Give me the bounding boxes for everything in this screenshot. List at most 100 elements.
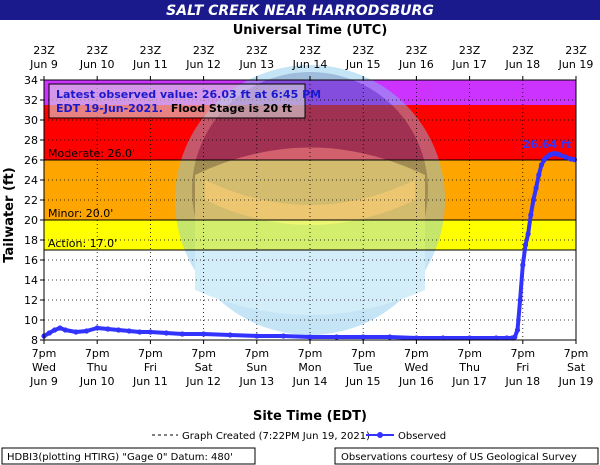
x-tick-label: Thu — [86, 361, 108, 374]
data-point — [334, 334, 340, 340]
y-tick-label: 26 — [24, 154, 38, 167]
data-point — [254, 333, 260, 339]
data-point — [126, 328, 132, 334]
data-point — [115, 327, 122, 333]
band-label-action: Action: 17.0' — [48, 237, 117, 250]
y-tick-label: 10 — [24, 314, 38, 327]
y-tick-label: 22 — [24, 194, 38, 207]
data-point — [57, 325, 63, 331]
legend-created-label: Graph Created (7:22PM Jun 19, 2021) — [182, 431, 370, 442]
latest-value-date: EDT 19-Jun-2021. — [56, 102, 163, 115]
x-tick-label: Sun — [246, 361, 267, 374]
data-point — [440, 335, 446, 341]
y-tick-label: 34 — [24, 74, 38, 87]
x-top-tick-label: Jun 18 — [504, 58, 540, 71]
data-point — [83, 328, 90, 334]
x-top-tick-label: Jun 15 — [345, 58, 381, 71]
data-point — [522, 242, 529, 248]
x-top-tick-label: Jun 19 — [558, 58, 594, 71]
footer-credit: Observations courtesy of US Geological S… — [341, 452, 577, 463]
x-tick-label: 7pm — [510, 347, 535, 360]
legend-observed-marker — [377, 432, 383, 438]
x-tick-label: Sat — [195, 361, 214, 374]
x-top-tick-label: Jun 10 — [79, 58, 115, 71]
top-axis-title: Universal Time (UTC) — [233, 23, 388, 38]
x-top-tick-label: 23Z — [193, 44, 215, 57]
x-tick-label: Jun 12 — [185, 375, 221, 388]
data-point — [557, 152, 563, 158]
y-tick-label: 24 — [24, 174, 38, 187]
x-top-tick-label: 23Z — [140, 44, 162, 57]
data-point — [536, 172, 542, 178]
x-tick-label: Fri — [516, 361, 529, 374]
x-top-tick-label: 23Z — [299, 44, 321, 57]
data-point — [525, 231, 531, 237]
band-label-moderate: Moderate: 26.0' — [48, 147, 135, 160]
x-tick-label: 7pm — [564, 347, 589, 360]
x-tick-label: 7pm — [404, 347, 429, 360]
x-tick-label: Jun 16 — [398, 375, 434, 388]
y-tick-label: 28 — [24, 134, 38, 147]
data-point — [467, 335, 473, 341]
data-point — [62, 327, 68, 333]
legend-observed-label: Observed — [398, 431, 446, 442]
x-top-tick-label: Jun 17 — [451, 58, 487, 71]
data-point — [493, 335, 499, 341]
x-tick-label: Jun 15 — [345, 375, 381, 388]
x-tick-label: Jun 10 — [79, 375, 115, 388]
x-tick-label: Jun 13 — [238, 375, 274, 388]
x-tick-label: 7pm — [138, 347, 163, 360]
flood-band-minor — [44, 160, 576, 220]
y-tick-label: 8 — [31, 334, 38, 347]
x-top-tick-label: Jun 14 — [292, 58, 328, 71]
data-point — [163, 330, 169, 336]
data-point — [514, 327, 521, 333]
x-top-tick-label: Jun 11 — [132, 58, 168, 71]
y-axis-title: Tailwater (ft) — [2, 167, 17, 262]
flood-band-labels: Action: 17.0' Minor: 20.0' Moderate: 26.0' — [48, 147, 135, 250]
x-tick-label: Jun 17 — [451, 375, 487, 388]
data-point — [504, 335, 510, 341]
data-point — [201, 331, 207, 337]
data-point — [517, 297, 523, 303]
band-label-minor: Minor: 20.0' — [48, 207, 113, 220]
x-top-tick-label: Jun 9 — [29, 58, 58, 71]
x-tick-label: Tue — [353, 361, 373, 374]
x-top-tick-label: Jun 16 — [398, 58, 434, 71]
footer: HDBI3(plotting HTIRG) "Gage 0" Datum: 48… — [1, 447, 599, 465]
x-top-tick-label: Jun 12 — [185, 58, 221, 71]
x-top-tick-label: 23Z — [565, 44, 587, 57]
y-tick-label: 16 — [24, 254, 38, 267]
x-tick-label: Jun 11 — [132, 375, 168, 388]
x-top-tick-label: 23Z — [352, 44, 374, 57]
x-top-tick-label: 23Z — [459, 44, 481, 57]
data-point — [538, 162, 545, 168]
data-point — [227, 332, 233, 338]
x-tick-label: Sat — [567, 361, 586, 374]
x-tick-label: Thu — [458, 361, 480, 374]
x-tick-label: Jun 19 — [558, 375, 594, 388]
data-point — [307, 334, 313, 340]
x-top-tick-label: 23Z — [406, 44, 428, 57]
data-point — [360, 334, 366, 340]
x-tick-label: 7pm — [85, 347, 110, 360]
peak-label: 26.64 ft — [522, 138, 571, 151]
y-tick-label: 18 — [24, 234, 38, 247]
data-point — [137, 329, 143, 335]
latest-value-line1: Latest observed value: 26.03 ft at 6:45 … — [56, 88, 321, 101]
x-tick-label: 7pm — [351, 347, 376, 360]
x-top-tick-label: 23Z — [246, 44, 268, 57]
title-bar — [0, 0, 600, 20]
chart-title: SALT CREEK NEAR HARRODSBURG — [166, 3, 434, 19]
data-point — [413, 335, 419, 341]
data-point — [520, 262, 526, 268]
x-top-tick-label: 23Z — [33, 44, 55, 57]
footer-datum: HDBI3(plotting HTIRG) "Gage 0" Datum: 48… — [7, 452, 233, 463]
data-point — [387, 334, 393, 340]
x-tick-label: 7pm — [457, 347, 482, 360]
data-point — [512, 334, 518, 340]
data-point — [530, 197, 537, 203]
y-tick-label: 30 — [24, 114, 38, 127]
